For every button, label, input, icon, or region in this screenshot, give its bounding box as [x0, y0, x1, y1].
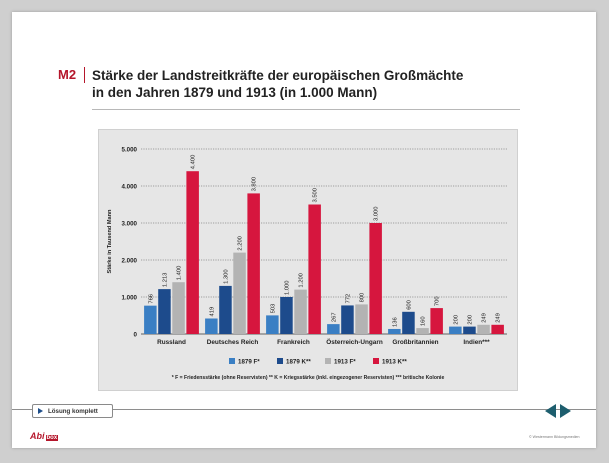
bar: [233, 252, 246, 334]
bar: [491, 324, 504, 334]
navigation: [544, 403, 572, 419]
bar: [355, 304, 368, 334]
abibox-logo: Abi box: [30, 431, 59, 441]
data-label: 160: [421, 316, 427, 326]
bar: [430, 308, 443, 334]
logo-text: Abi: [30, 431, 45, 441]
slide-page: M2 Stärke der Landstreitkräfte der europ…: [12, 12, 596, 448]
bar: [463, 326, 476, 334]
solution-button-label: Lösung komplett: [48, 407, 98, 415]
footnote: * F = Friedensstärke (ohne Reservisten) …: [172, 375, 445, 381]
legend-label: 1913 K**: [382, 359, 407, 366]
bar: [205, 318, 218, 334]
bar: [186, 171, 199, 334]
data-label: 2.200: [238, 236, 244, 251]
bar: [219, 285, 232, 334]
title-line-2: in den Jahren 1879 und 1913 (in 1.000 Ma…: [92, 85, 378, 100]
bar: [158, 289, 171, 334]
play-icon: [38, 408, 43, 414]
legend-label: 1879 F*: [238, 359, 260, 366]
chart-title: Stärke der Landstreitkräfte der europäis…: [92, 67, 512, 101]
data-label: 3.500: [313, 188, 319, 203]
data-label: 700: [435, 296, 441, 306]
y-tick-label: 5.000: [122, 147, 138, 154]
category-label: Frankreich: [277, 339, 310, 346]
data-label: 3.800: [252, 177, 258, 192]
legend-swatch: [373, 358, 379, 364]
data-label: 1.000: [284, 280, 290, 295]
footer-divider: [12, 409, 596, 410]
data-label: 3.000: [374, 206, 380, 221]
legend-swatch: [325, 358, 331, 364]
bar: [144, 305, 157, 334]
data-label: 800: [360, 293, 366, 303]
bar: [341, 305, 354, 334]
legend-label: 1879 K**: [286, 359, 311, 366]
bar: [449, 326, 462, 334]
y-axis-label: Stärke in Tausend Mann: [107, 209, 113, 274]
data-label: 200: [453, 315, 459, 325]
data-label: 136: [392, 317, 398, 327]
y-tick-label: 2.000: [122, 258, 138, 265]
bar: [280, 297, 293, 334]
bar: [388, 328, 401, 334]
data-label: 4.400: [191, 155, 197, 170]
bar: [266, 315, 279, 334]
bar: [247, 193, 260, 334]
legend-label: 1913 F*: [334, 359, 356, 366]
y-tick-label: 4.000: [122, 184, 138, 191]
category-label: Großbritannien: [392, 339, 438, 346]
bar: [369, 223, 382, 334]
chart-panel: 0 1.000 2.000 3.000 4.000 5.000 Stärke in Taus…: [98, 129, 518, 391]
y-tick-label: 0: [134, 332, 138, 339]
bar: [416, 328, 429, 334]
category-label: Deutsches Reich: [207, 339, 259, 346]
arrow-left-icon: [545, 404, 556, 418]
data-label: 200: [467, 315, 473, 325]
data-label: 503: [270, 304, 276, 314]
data-label: 772: [345, 294, 351, 304]
category-label: Indien***: [463, 339, 490, 346]
bar: [402, 311, 415, 334]
data-label: 1.300: [223, 269, 229, 284]
title-divider: [92, 109, 520, 110]
bar: [172, 282, 185, 334]
data-label: 1.213: [162, 273, 168, 288]
data-label: 267: [331, 312, 337, 322]
data-label: 766: [148, 294, 154, 304]
legend-swatch: [277, 358, 283, 364]
bar-chart: 0 1.000 2.000 3.000 4.000 5.000 Stärke in Taus…: [107, 147, 507, 381]
bar: [327, 324, 340, 334]
next-button[interactable]: [559, 403, 572, 419]
previous-button[interactable]: [544, 403, 557, 419]
copyright: © Westermann Bildungsmedien: [529, 435, 580, 439]
bar: [308, 204, 321, 334]
y-tick-label: 1.000: [122, 295, 138, 302]
data-label: 249: [482, 313, 488, 323]
data-label: 249: [496, 313, 502, 323]
category-label: Österreich-Ungarn: [326, 337, 383, 346]
bar: [294, 289, 307, 334]
title-separator: [84, 67, 85, 83]
category-label: Russland: [157, 339, 186, 346]
data-label: 419: [209, 307, 215, 317]
arrow-right-icon: [560, 404, 571, 418]
data-label: 600: [406, 300, 412, 310]
data-label: 1.200: [299, 273, 305, 288]
logo-box: box: [45, 435, 59, 441]
y-tick-label: 3.000: [122, 221, 138, 228]
material-label: M2: [58, 67, 77, 82]
title-line-1: Stärke der Landstreitkräfte der europäis…: [92, 68, 464, 83]
solution-button[interactable]: Lösung komplett: [32, 404, 113, 418]
bar: [477, 324, 490, 334]
data-label: 1.400: [177, 266, 183, 281]
legend-swatch: [229, 358, 235, 364]
